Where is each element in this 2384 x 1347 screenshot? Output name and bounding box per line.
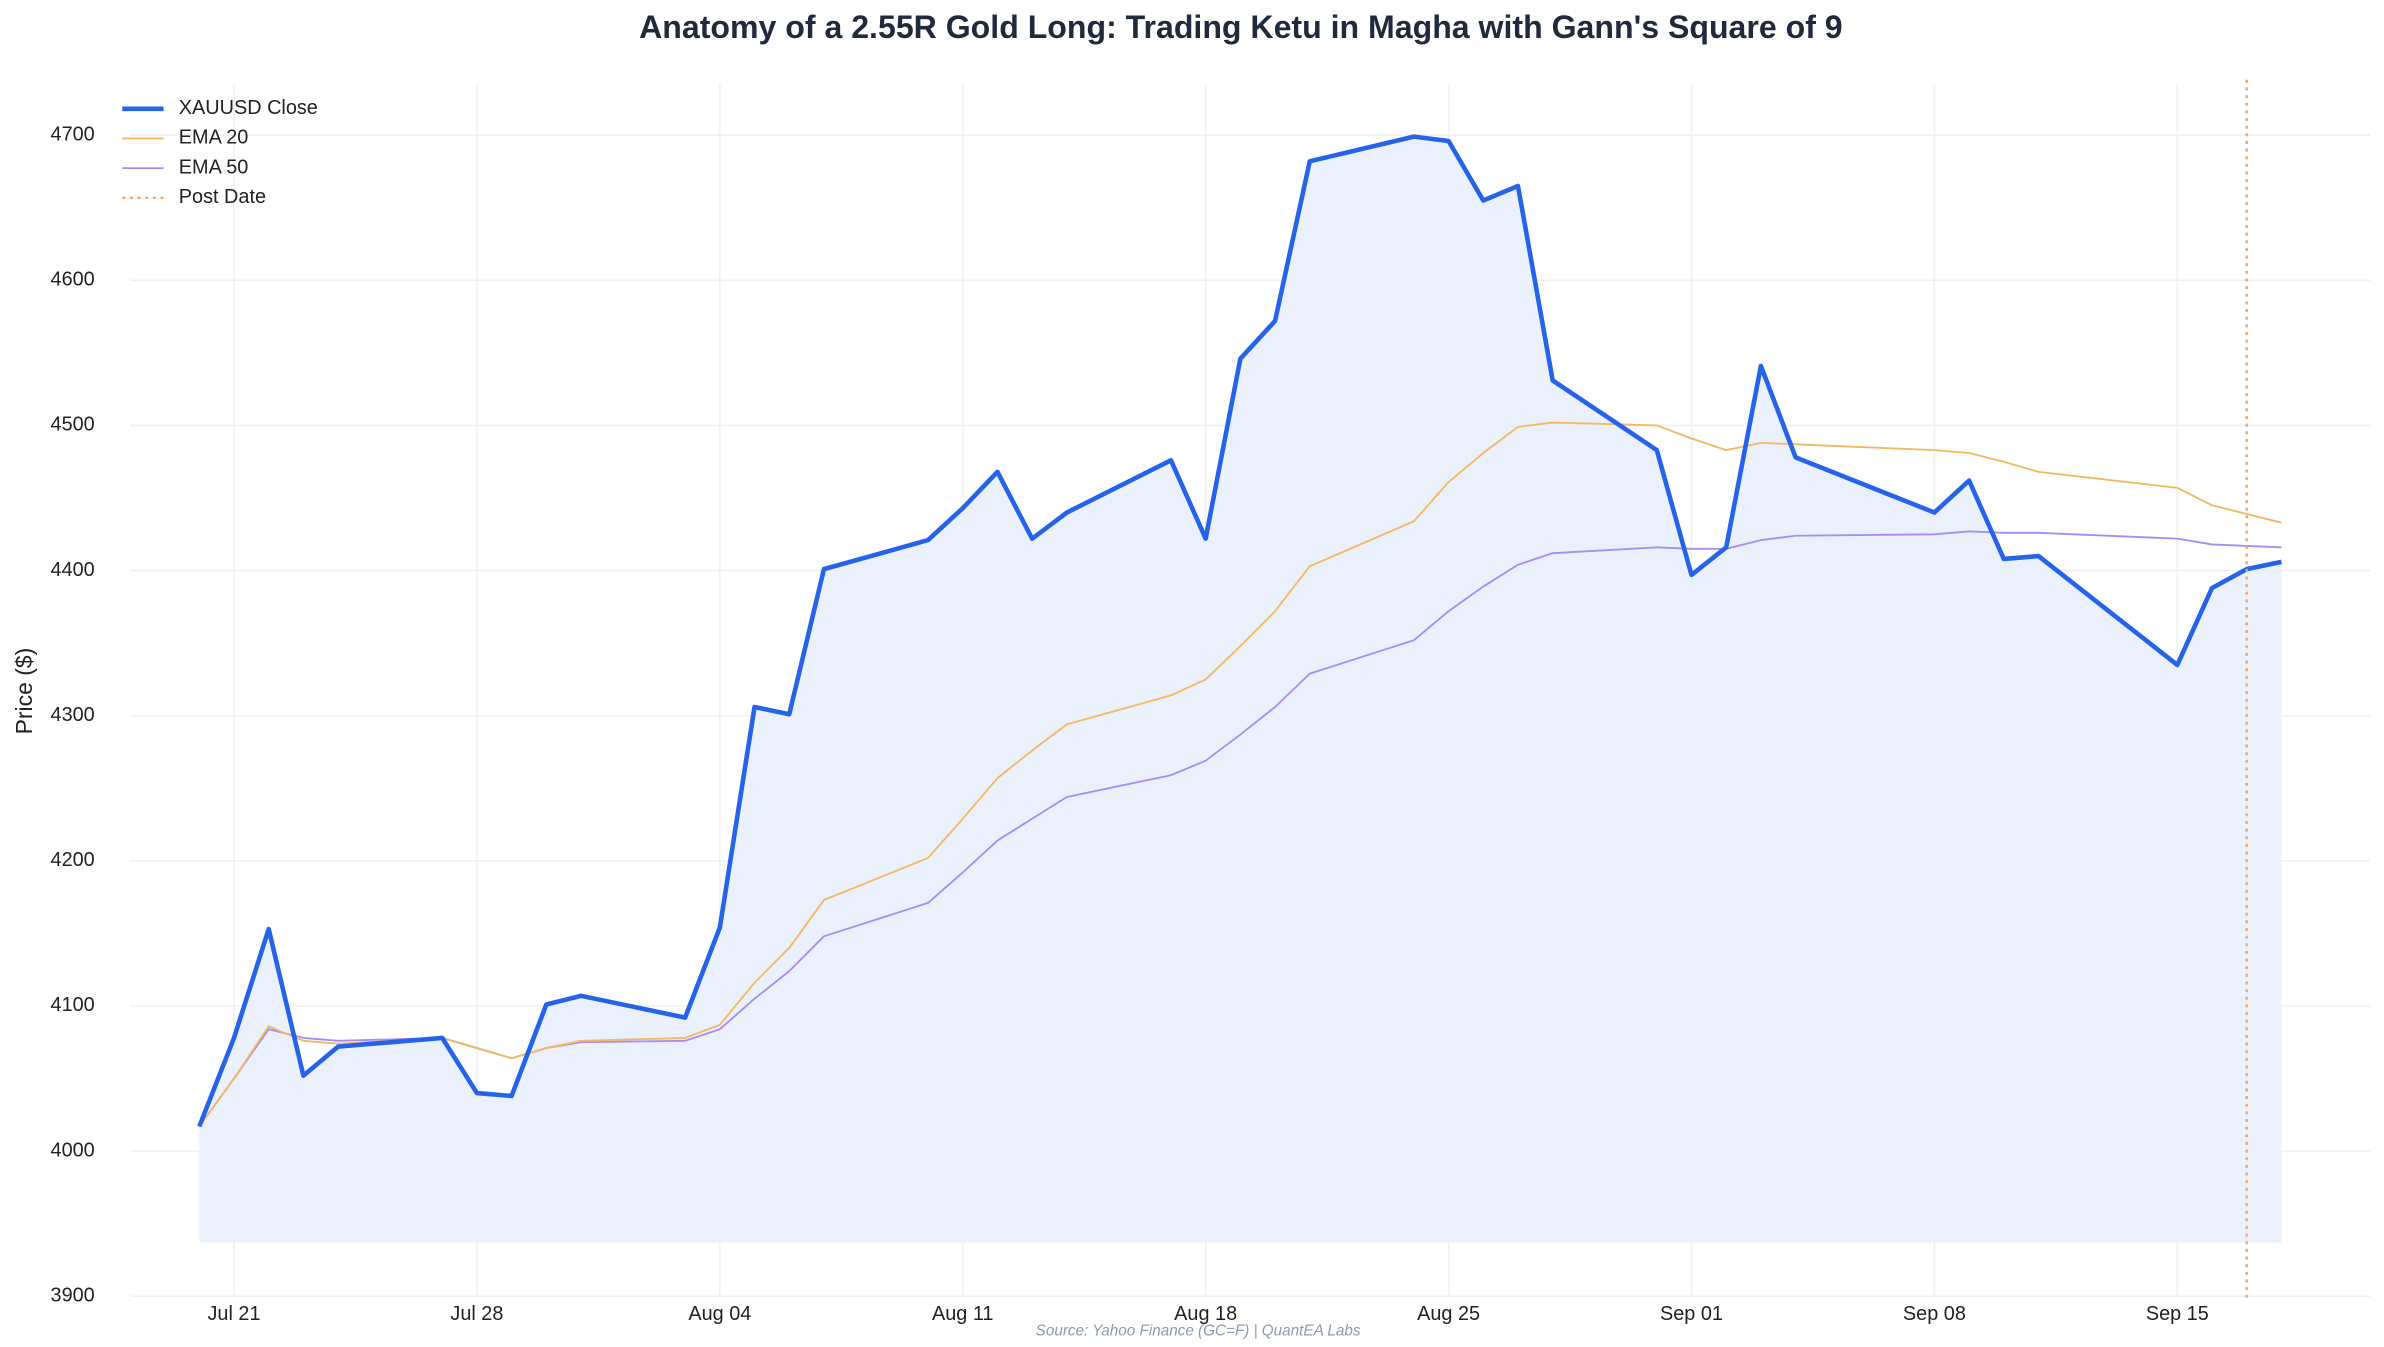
y-tick-label: 4700 bbox=[51, 123, 95, 145]
x-tick-label: Aug 25 bbox=[1417, 1303, 1480, 1325]
x-tick-label: Aug 11 bbox=[932, 1303, 993, 1325]
y-tick-label: 4200 bbox=[51, 849, 95, 871]
y-tick-label: 4300 bbox=[51, 704, 95, 726]
source-note: Source: Yahoo Finance (GC=F) | QuantEA L… bbox=[1036, 1322, 1361, 1339]
y-tick-label: 4500 bbox=[51, 414, 95, 436]
legend-label: EMA 20 bbox=[179, 127, 249, 149]
series-line bbox=[198, 421, 2282, 1127]
chart-title: Anatomy of a 2.55R Gold Long: Trading Ke… bbox=[639, 9, 1843, 45]
y-tick-label: 4400 bbox=[51, 559, 95, 581]
x-tick-label: Aug 18 bbox=[1174, 1303, 1237, 1325]
y-tick-label: 3900 bbox=[51, 1284, 95, 1306]
y-tick-label: 4600 bbox=[51, 269, 95, 291]
y-tick-label: 4000 bbox=[51, 1139, 95, 1161]
legend-label: XAUUSD Close bbox=[179, 97, 318, 119]
x-tick-label: Sep 15 bbox=[2146, 1303, 2209, 1325]
y-tick-label: 4100 bbox=[51, 994, 95, 1016]
x-tick-label: Sep 01 bbox=[1660, 1303, 1723, 1325]
area-fill bbox=[199, 136, 2282, 1243]
x-tick-label: Aug 04 bbox=[688, 1303, 751, 1325]
x-tick-label: Jul 28 bbox=[450, 1303, 503, 1325]
x-tick-label: Sep 08 bbox=[1903, 1303, 1966, 1325]
series-line bbox=[197, 134, 2282, 1128]
legend-label: EMA 50 bbox=[179, 156, 249, 178]
legend-label: Post Date bbox=[179, 186, 266, 208]
y-axis-label: Price ($) bbox=[11, 648, 37, 735]
x-tick-label: Jul 21 bbox=[208, 1303, 261, 1325]
